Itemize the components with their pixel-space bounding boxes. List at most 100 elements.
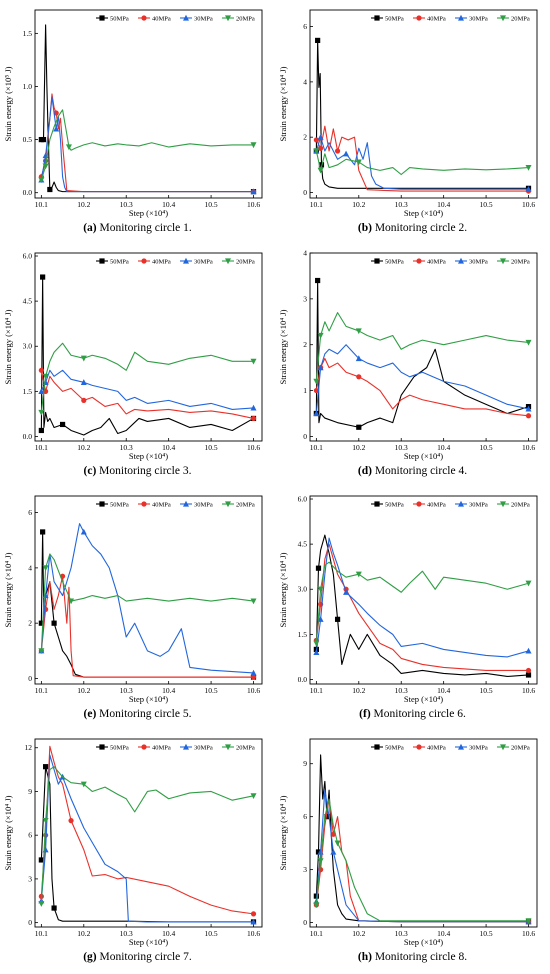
y-tick-label: 0 xyxy=(28,674,32,683)
data-point xyxy=(317,167,324,174)
data-point xyxy=(250,918,257,925)
legend: 50MPa 40MPa 30MPa 20MPa xyxy=(96,500,255,508)
data-point xyxy=(53,125,60,132)
y-tick-label: 6 xyxy=(303,22,307,31)
x-tick-label: 10.5 xyxy=(205,200,218,209)
series-30MPa xyxy=(38,369,257,411)
data-point xyxy=(40,274,46,280)
legend-marker xyxy=(183,743,189,750)
series-line-50MPa xyxy=(315,39,529,189)
data-point xyxy=(47,186,53,193)
data-point xyxy=(317,858,324,865)
legend-label-40MPa: 40MPa xyxy=(427,15,446,22)
legend-label-50MPa: 50MPa xyxy=(385,15,404,22)
chart-svg-f: 10.1 10.2 10.3 10.4 10.5 10.6 0.0 1.5 3.0 4.5 6.0 S… xyxy=(278,495,538,704)
y-tick-label: 4 xyxy=(303,249,307,258)
legend-label-30MPa: 30MPa xyxy=(469,15,488,22)
data-point xyxy=(38,367,44,373)
caption-letter: (b) xyxy=(357,222,372,234)
x-axis-label: Step (×10⁴) xyxy=(129,451,168,461)
legend-marker xyxy=(225,501,231,508)
legend-marker xyxy=(99,744,105,750)
series-line-30MPa xyxy=(40,96,254,193)
series-20MPa xyxy=(38,553,257,655)
series-line-20MPa xyxy=(315,798,529,922)
series-line-40MPa xyxy=(315,798,529,923)
chart-panel-d: 10.1 10.2 10.3 10.4 10.5 10.6 0 1 2 3 4 Step (×10⁴)… xyxy=(275,243,550,486)
data-point xyxy=(313,649,320,656)
series-line-40MPa xyxy=(40,93,254,193)
y-tick-label: 6.0 xyxy=(23,252,33,261)
data-point xyxy=(250,358,257,365)
x-tick-label: 10.5 xyxy=(480,929,493,938)
data-point xyxy=(38,901,45,907)
data-point xyxy=(65,144,72,151)
data-point xyxy=(318,145,324,151)
data-point xyxy=(355,159,362,166)
legend-label-20MPa: 20MPa xyxy=(511,501,530,508)
chart-svg-h: 10.1 10.2 10.3 10.4 10.5 10.6 0 3 6 9 Step (×10⁴) S… xyxy=(278,738,538,947)
caption-text: Monitoring circle 4. xyxy=(371,465,468,477)
legend-marker xyxy=(374,15,380,21)
legend-label-20MPa: 20MPa xyxy=(236,501,255,508)
legend-label-20MPa: 20MPa xyxy=(236,258,255,265)
x-axis-label: Step (×10⁴) xyxy=(404,937,443,947)
data-point xyxy=(51,905,57,911)
y-axis-label: Strain energy (×10⁴ J) xyxy=(3,795,13,870)
series-40MPa xyxy=(38,745,257,917)
series-line-30MPa xyxy=(40,369,254,410)
legend-label-20MPa: 20MPa xyxy=(236,744,255,751)
x-axis-label: Step (×10⁴) xyxy=(404,208,443,218)
y-tick-label: 3 xyxy=(303,294,307,303)
data-point xyxy=(51,620,57,626)
data-point xyxy=(317,364,324,371)
y-tick-label: 0 xyxy=(303,188,307,197)
x-tick-label: 10.1 xyxy=(35,686,48,695)
legend-label-40MPa: 40MPa xyxy=(427,258,446,265)
legend-label-30MPa: 30MPa xyxy=(469,744,488,751)
chart-svg-e: 10.1 10.2 10.3 10.4 10.5 10.6 0 2 4 6 Step (×10⁴) S… xyxy=(3,495,263,704)
legend-marker xyxy=(458,14,464,21)
data-point xyxy=(40,529,46,535)
y-axis-label: Strain energy (×10⁴ J) xyxy=(3,309,13,384)
x-tick-label: 10.4 xyxy=(437,443,450,452)
caption-text: Monitoring circle 8. xyxy=(371,951,468,963)
series-50MPa xyxy=(38,764,257,925)
legend-marker xyxy=(458,743,464,750)
legend-marker xyxy=(225,258,231,265)
data-point xyxy=(38,177,45,184)
y-tick-label: 2 xyxy=(28,619,32,628)
y-tick-label: 9 xyxy=(303,759,307,768)
panel-caption: (g) Monitoring circle 7. xyxy=(0,951,275,963)
legend-marker xyxy=(141,744,147,750)
data-point xyxy=(355,328,362,335)
series-line-20MPa xyxy=(40,766,254,904)
y-tick-label: 1.5 xyxy=(23,387,33,396)
data-point xyxy=(42,163,49,170)
legend-marker xyxy=(225,15,231,22)
y-tick-label: 9 xyxy=(28,787,32,796)
data-point xyxy=(356,424,362,430)
legend-label-30MPa: 30MPa xyxy=(469,258,488,265)
legend-marker xyxy=(416,744,422,750)
x-tick-label: 10.4 xyxy=(162,443,175,452)
x-tick-label: 10.5 xyxy=(480,443,493,452)
legend-label-50MPa: 50MPa xyxy=(110,15,129,22)
legend-label-50MPa: 50MPa xyxy=(110,501,129,508)
data-point xyxy=(525,672,532,678)
data-point xyxy=(43,158,49,164)
series-20MPa xyxy=(38,342,257,416)
chart-svg-d: 10.1 10.2 10.3 10.4 10.5 10.6 0 1 2 3 4 Step (×10⁴)… xyxy=(278,249,538,461)
legend-marker xyxy=(183,257,189,264)
y-tick-label: 3.0 xyxy=(23,342,33,351)
legend-label-20MPa: 20MPa xyxy=(511,15,530,22)
data-point xyxy=(343,589,350,595)
data-point xyxy=(343,150,350,157)
x-tick-label: 10.6 xyxy=(522,929,535,938)
chart-panel-e: 10.1 10.2 10.3 10.4 10.5 10.6 0 2 4 6 Step (×10⁴) S… xyxy=(0,486,275,729)
data-point xyxy=(81,397,87,403)
x-tick-label: 10.3 xyxy=(120,686,133,695)
x-tick-label: 10.1 xyxy=(35,200,48,209)
legend-marker xyxy=(416,501,422,507)
legend-label-50MPa: 50MPa xyxy=(385,258,404,265)
